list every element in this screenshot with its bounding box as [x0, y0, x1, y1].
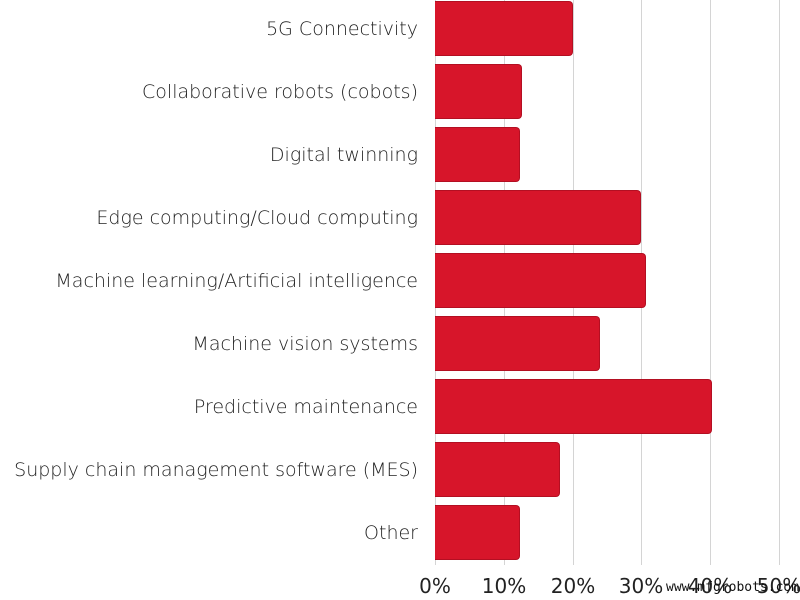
category-label: 5G Connectivity	[266, 17, 418, 40]
category-label: Other	[364, 521, 418, 544]
x-tick-label: 30%	[618, 574, 664, 598]
bar	[435, 442, 560, 497]
x-tick-label: 40%	[687, 574, 733, 598]
category-label: Predictive maintenance	[193, 395, 418, 418]
category-label: Digital twinning	[269, 143, 418, 166]
bar	[435, 316, 600, 371]
bar	[435, 379, 712, 434]
x-tick-label: 50%	[756, 574, 800, 598]
bar	[435, 64, 522, 119]
bar	[435, 505, 520, 560]
bar	[435, 190, 641, 245]
gridline	[779, 0, 780, 565]
category-label: Edge computing/Cloud computing	[96, 206, 418, 229]
x-tick-label: 20%	[550, 574, 596, 598]
x-tick-label: 0%	[419, 574, 451, 598]
bar	[435, 1, 573, 56]
category-label: Machine vision systems	[192, 332, 418, 355]
x-tick-label: 10%	[481, 574, 527, 598]
bar	[435, 253, 646, 308]
watermark: www.mfgrobots.com	[666, 580, 800, 595]
gridline	[710, 0, 711, 565]
category-label: Collaborative robots (cobots)	[142, 80, 418, 103]
bar	[435, 127, 520, 182]
category-label: Machine learning/Artificial intelligence	[55, 269, 418, 292]
category-label: Supply chain management software (MES)	[14, 458, 418, 481]
